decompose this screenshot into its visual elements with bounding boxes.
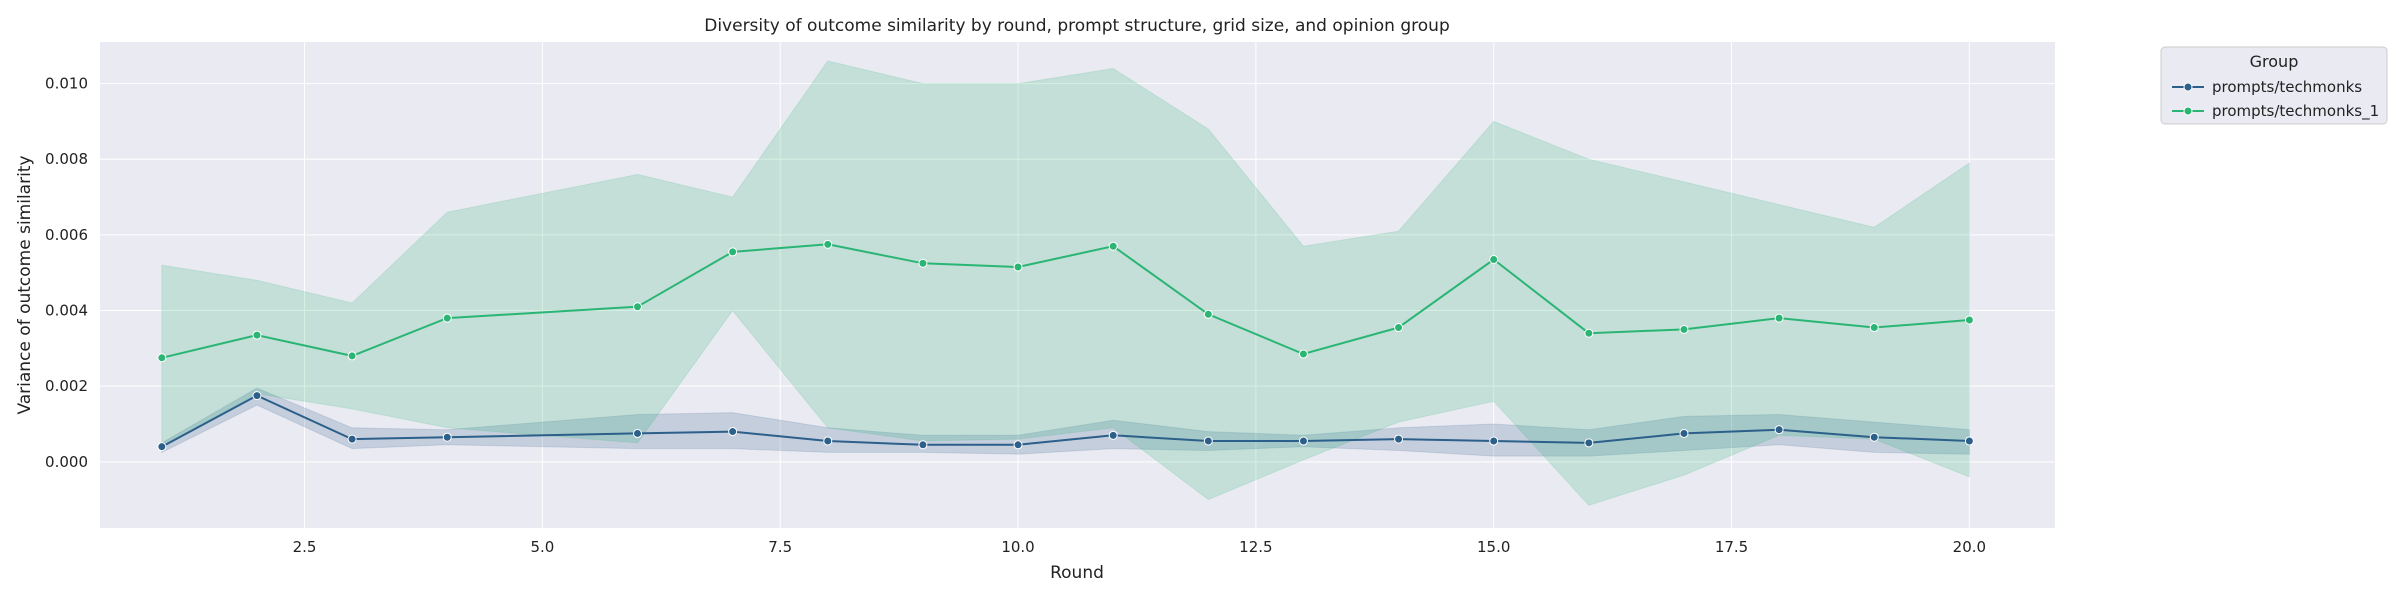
y-axis-ticks: 0.000 0.002 0.004 0.006 0.008 0.010 <box>45 75 88 471</box>
data-point <box>347 434 357 444</box>
plot-area <box>100 42 2055 528</box>
data-point <box>1964 436 1974 446</box>
ci-band-series-2 <box>161 60 1970 506</box>
data-point <box>1679 324 1689 334</box>
legend: Group prompts/techmonksprompts/techmonks… <box>2160 46 2388 125</box>
data-point <box>252 391 262 401</box>
series-markers <box>157 239 1974 452</box>
data-point <box>1964 315 1974 325</box>
data-point <box>1298 349 1308 359</box>
data-point <box>1108 241 1118 251</box>
data-point <box>918 440 928 450</box>
data-point <box>347 351 357 361</box>
x-tick-label: 7.5 <box>768 538 792 556</box>
legend-swatch-marker <box>2183 82 2193 92</box>
legend-title: Group <box>2250 52 2299 71</box>
x-tick-label: 10.0 <box>1001 538 1034 556</box>
data-point <box>1869 432 1879 442</box>
x-tick-label: 5.0 <box>530 538 554 556</box>
y-tick-label: 0.008 <box>45 150 88 168</box>
data-point <box>157 353 167 363</box>
legend-swatch-marker <box>2183 106 2193 116</box>
y-tick-label: 0.004 <box>45 302 88 320</box>
data-point <box>1108 430 1118 440</box>
data-point <box>1394 434 1404 444</box>
grid <box>100 42 2055 528</box>
ci-band-series-1 <box>161 387 1970 457</box>
data-point <box>633 428 643 438</box>
data-point <box>823 239 833 249</box>
data-point <box>1774 425 1784 435</box>
x-tick-label: 15.0 <box>1477 538 1510 556</box>
data-point <box>1394 323 1404 333</box>
x-axis-ticks: 2.5 5.0 7.5 10.0 12.5 15.0 17.5 20.0 <box>293 538 1986 556</box>
x-axis-label: Round <box>1050 563 1104 583</box>
y-tick-label: 0.006 <box>45 226 88 244</box>
data-point <box>1013 440 1023 450</box>
y-tick-label: 0.002 <box>45 377 88 395</box>
y-axis-label: Variance of outcome similarity <box>15 155 35 414</box>
legend-label: prompts/techmonks_1 <box>2212 102 2379 121</box>
data-point <box>1774 313 1784 323</box>
x-tick-label: 12.5 <box>1239 538 1272 556</box>
data-point <box>442 313 452 323</box>
y-tick-label: 0.000 <box>45 453 88 471</box>
data-point <box>1584 328 1594 338</box>
legend-frame <box>2160 46 2388 125</box>
data-point <box>1013 262 1023 272</box>
data-point <box>442 432 452 442</box>
x-tick-label: 2.5 <box>293 538 317 556</box>
data-point <box>728 247 738 257</box>
data-point <box>633 302 643 312</box>
data-point <box>1869 323 1879 333</box>
data-point <box>1298 436 1308 446</box>
legend-items: prompts/techmonks prompts/techmonks_1 <box>2172 78 2379 121</box>
chart-title: Diversity of outcome similarity by round… <box>704 16 1450 36</box>
legend-label: prompts/techmonks <box>2212 78 2362 96</box>
x-tick-label: 17.5 <box>1715 538 1748 556</box>
confidence-bands <box>161 60 1970 506</box>
data-point <box>1203 436 1213 446</box>
data-point <box>1584 438 1594 448</box>
data-point <box>823 436 833 446</box>
data-point <box>1489 436 1499 446</box>
data-point <box>1489 254 1499 264</box>
y-tick-label: 0.010 <box>45 75 88 93</box>
data-point <box>1679 428 1689 438</box>
data-point <box>918 258 928 268</box>
data-point <box>252 330 262 340</box>
data-point <box>728 427 738 437</box>
x-tick-label: 20.0 <box>1953 538 1986 556</box>
data-point <box>157 442 167 452</box>
data-point <box>1203 309 1213 319</box>
